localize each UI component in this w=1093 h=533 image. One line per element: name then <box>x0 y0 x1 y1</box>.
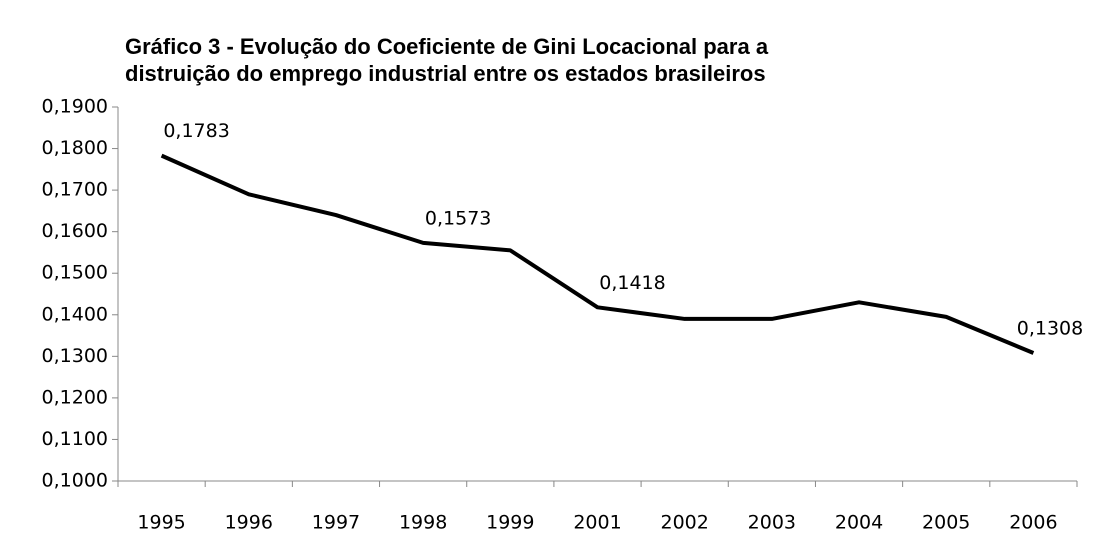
x-tick-label: 1999 <box>486 512 534 533</box>
y-tick-label: 0,1300 <box>42 345 108 367</box>
x-tick-label: 2005 <box>922 512 970 533</box>
x-tick-label: 1998 <box>399 512 447 533</box>
x-tick-label: 2001 <box>573 512 621 533</box>
data-label: 0,1418 <box>599 272 665 294</box>
x-tick-label: 2006 <box>1009 512 1057 533</box>
x-tick-label: 2003 <box>748 512 796 533</box>
x-tick-label: 1995 <box>137 512 185 533</box>
data-label: 0,1308 <box>1017 318 1083 340</box>
chart-title: Gráfico 3 - Evolução do Coeficiente de G… <box>125 34 769 59</box>
y-tick-label: 0,1400 <box>42 303 108 325</box>
y-tick-label: 0,1700 <box>42 179 108 201</box>
y-tick-label: 0,1500 <box>42 262 108 284</box>
x-tick-label: 1997 <box>312 512 360 533</box>
y-tick-label: 0,1800 <box>42 137 108 159</box>
y-tick-label: 0,1100 <box>42 428 108 450</box>
y-tick-label: 0,1000 <box>42 470 108 492</box>
data-label: 0,1573 <box>425 207 491 229</box>
x-tick-label: 2002 <box>661 512 709 533</box>
y-tick-label: 0,1600 <box>42 220 108 242</box>
y-tick-label: 0,1200 <box>42 386 108 408</box>
y-tick-label: 0,1900 <box>42 96 108 118</box>
chart-title: distruição do emprego industrial entre o… <box>125 61 766 86</box>
x-tick-label: 1996 <box>225 512 273 533</box>
data-label: 0,1783 <box>163 120 229 142</box>
x-tick-label: 2004 <box>835 512 883 533</box>
line <box>160 153 1035 355</box>
